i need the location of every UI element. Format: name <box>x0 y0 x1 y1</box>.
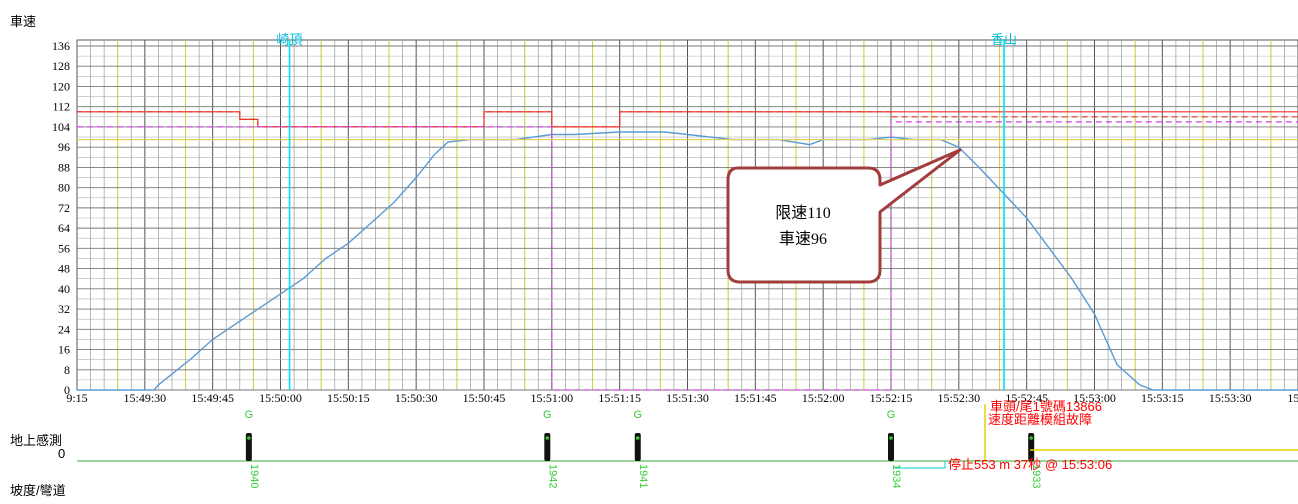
speed-axis-title: 車速 <box>10 14 36 29</box>
fault-text-1: 車頭/尾1號碼13866 <box>990 399 1102 414</box>
balise-post <box>544 433 551 461</box>
y-tick-label: 24 <box>58 322 70 336</box>
series-speed-limit-target <box>77 111 1298 128</box>
y-tick-label: 128 <box>52 59 70 73</box>
station-name: 香山 <box>991 32 1017 47</box>
y-tick-label: 120 <box>52 79 70 93</box>
balise-id: 1941 <box>637 464 649 488</box>
balise-post <box>245 433 252 461</box>
x-tick-label: 15:51:45 <box>734 391 777 405</box>
grid <box>76 39 1298 391</box>
axis-labels: 0 8 16 24 32 40 48 56 64 72 80 88 96 104 112 120 128 136 9… <box>52 39 1298 405</box>
balise-id: 1933 <box>1030 464 1042 488</box>
stop-text: 停止553 m 37秒 @ 15:53:06 <box>948 457 1112 472</box>
series-atp-ceiling <box>77 121 1298 391</box>
fault-annotation: 車頭/尾1號碼13866 速度距離模組故障 停止553 m 37秒 @ 15:5… <box>895 399 1298 472</box>
x-tick-label: 15:49:30 <box>123 391 166 405</box>
balise-lamp <box>545 436 550 440</box>
callout-bubble <box>726 148 962 284</box>
y-tick-label: 64 <box>58 221 70 235</box>
x-tick-label: 15:52:15 <box>870 391 913 405</box>
y-tick-label: 56 <box>58 241 70 255</box>
y-tick-label: 72 <box>58 201 70 215</box>
series-layer <box>77 111 1298 391</box>
x-tick-label: 15:50:15 <box>327 391 370 405</box>
x-tick-label: 15:53:30 <box>1209 391 1252 405</box>
y-tick-label: 48 <box>58 262 70 276</box>
x-tick-label: 15:51:30 <box>666 391 709 405</box>
callout-line-1: 限速110 <box>775 204 830 222</box>
balise-lamp <box>247 436 251 440</box>
balise-post <box>888 433 894 461</box>
station-name: 崎頂 <box>277 32 303 47</box>
y-tick-label: 104 <box>52 120 70 134</box>
callout-line-2: 車速96 <box>779 230 827 248</box>
speed-callout: 限速110 車速96 <box>726 148 962 284</box>
x-tick-label: 15:51:00 <box>530 391 573 405</box>
signal-aspect: G <box>245 409 254 421</box>
y-tick-label: 32 <box>58 302 70 316</box>
balise-id: 1942 <box>546 464 558 488</box>
balise-post <box>634 433 641 461</box>
balise-lamp <box>635 436 640 440</box>
fault-text-2: 速度距離模組故障 <box>988 412 1092 427</box>
signal-aspect: G <box>887 409 896 421</box>
y-tick-label: 112 <box>52 100 70 114</box>
y-tick-label: 136 <box>52 39 70 53</box>
x-tick-label: 15:52:00 <box>802 391 845 405</box>
x-tick-label: 9:15 <box>66 391 87 405</box>
x-tick-label: 15:51:15 <box>598 391 641 405</box>
x-tick-label: 15:5 <box>1287 391 1298 405</box>
y-tick-label: 80 <box>58 181 70 195</box>
y-tick-label: 96 <box>58 140 70 154</box>
balise-id: 1940 <box>248 464 260 488</box>
balise-post <box>1028 433 1035 461</box>
signal-markers: G 1940 G 1942 G 1941 G 1934 1933 <box>245 409 1043 488</box>
signal-aspect: G <box>633 409 642 421</box>
ground-sensor-label: 地上感測 <box>10 433 62 448</box>
gradient-label: 坡度/彎道 <box>10 483 66 498</box>
x-tick-label: 15:52:30 <box>937 391 980 405</box>
y-tick-label: 0 <box>64 383 70 397</box>
y-tick-label: 16 <box>58 343 70 357</box>
signal-aspect: G <box>543 409 552 421</box>
x-tick-label: 15:50:00 <box>259 391 302 405</box>
balise-lamp <box>889 436 893 440</box>
y-tick-label: 40 <box>58 282 70 296</box>
series-speed <box>77 131 1298 391</box>
x-tick-label: 15:53:00 <box>1073 391 1116 405</box>
stop-bracket <box>895 461 946 469</box>
ground-zero-label: 0 <box>58 446 65 461</box>
x-tick-label: 15:52:45 <box>1005 391 1048 405</box>
station-markers: 崎頂 香山 <box>277 32 1017 390</box>
balise-id: 1934 <box>890 464 902 488</box>
x-tick-label: 15:53:15 <box>1141 391 1184 405</box>
y-tick-label: 8 <box>64 363 70 377</box>
balise-lamp <box>1029 436 1033 440</box>
x-tick-label: 15:50:30 <box>395 391 438 405</box>
x-tick-label: 15:49:45 <box>191 391 234 405</box>
y-tick-label: 88 <box>58 160 70 174</box>
ground-sensor-track: 地上感測 0 G 1940 G 1942 G 1941 G 1934 1933 坡度/彎道 <box>10 409 1298 498</box>
x-tick-label: 15:50:45 <box>463 391 506 405</box>
